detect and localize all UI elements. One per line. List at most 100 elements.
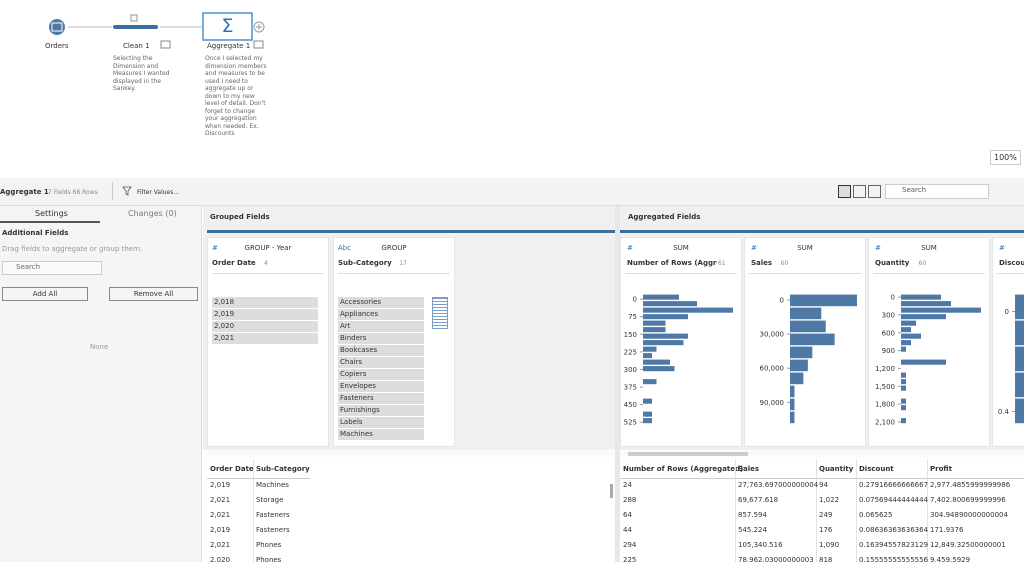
- table-cell: 7,402.800699999996: [930, 496, 1006, 504]
- node-label: Orders: [45, 42, 69, 50]
- y-tick-label: 225: [624, 348, 637, 356]
- y-tick-label: 900: [882, 347, 895, 355]
- histogram-bar: [901, 372, 906, 378]
- histogram-bar: [901, 294, 941, 300]
- clean-node[interactable]: [113, 25, 158, 29]
- tab[interactable]: Settings: [35, 209, 68, 218]
- column-divider: [253, 460, 254, 562]
- divider: [997, 273, 1024, 274]
- splitter[interactable]: [615, 206, 620, 562]
- flow-canvas: [49, 12, 265, 49]
- group-value: Fasteners: [338, 393, 424, 404]
- histogram-bar: [901, 333, 921, 339]
- node-label: Clean 1: [123, 42, 150, 50]
- clean-icon: [130, 14, 138, 22]
- histogram-bar: [643, 353, 652, 359]
- view-toggle[interactable]: [868, 185, 881, 198]
- field-search[interactable]: [2, 261, 102, 275]
- panel-heading: Additional Fields: [2, 229, 69, 237]
- histogram-bar: [643, 418, 652, 424]
- histogram-bar: [790, 411, 795, 424]
- button[interactable]: Remove All: [109, 287, 198, 301]
- histogram-bar: [790, 294, 857, 307]
- column-header: Number of Rows (Aggregated): [623, 465, 744, 473]
- y-tick-label: 1,800: [875, 401, 895, 409]
- histogram-bar: [643, 294, 679, 300]
- table-cell: Fasteners: [256, 526, 290, 534]
- table-cell: 2,021: [210, 541, 231, 549]
- scrollbar-thumb[interactable]: [628, 452, 748, 456]
- table-cell: Phones: [256, 541, 282, 549]
- aggregate-card: # SUM Sales 60 0 30,000 60,000 90,000: [744, 237, 866, 447]
- table-cell: 0.16394557823129: [859, 541, 929, 549]
- aggregate-node[interactable]: [202, 12, 253, 41]
- aggregate-card: #SUMDiscount6000.4: [992, 237, 1024, 447]
- histogram-bar: [790, 346, 813, 359]
- histogram-bar: [643, 346, 657, 352]
- histogram-bar: [901, 327, 911, 333]
- histogram-bar: [643, 327, 666, 333]
- table-cell: 176: [819, 526, 833, 534]
- histogram-bar: [901, 385, 906, 391]
- divider: [625, 273, 737, 274]
- group-value: Art: [338, 321, 424, 332]
- table-cell: 2,021: [210, 496, 231, 504]
- group-value: 2,019: [212, 309, 318, 320]
- table-cell: 1,090: [819, 541, 840, 549]
- group-value: 2,018: [212, 297, 318, 308]
- scrollbar-thumb[interactable]: [610, 484, 613, 498]
- y-tick-label: 525: [624, 419, 637, 427]
- filter-button[interactable]: Filter Values...: [137, 189, 180, 196]
- field-type: #: [875, 244, 881, 252]
- search-box[interactable]: [885, 184, 989, 199]
- field-count: 60: [780, 260, 789, 267]
- field-name: Sub-Category: [338, 259, 392, 267]
- aggregate-card: # SUM Number of Rows (Aggre...61 0 75 150 225 3…: [620, 237, 742, 447]
- view-toggle[interactable]: [853, 185, 866, 198]
- tab[interactable]: Changes (0): [128, 209, 177, 218]
- histogram-bar: [1015, 398, 1024, 424]
- table-cell: 12,849.32500000001: [930, 541, 1006, 549]
- add-step[interactable]: [253, 21, 265, 33]
- input-node[interactable]: [49, 19, 65, 35]
- table-cell: 0.07569444444444: [859, 496, 929, 504]
- button[interactable]: Add All: [2, 287, 88, 301]
- mini-scroll: [432, 297, 448, 329]
- histogram-bar: [901, 405, 906, 411]
- histogram-bar: [643, 359, 670, 365]
- histogram-bar: [1015, 372, 1024, 398]
- table-cell: 225: [623, 556, 637, 562]
- field-name: Number of Rows (Aggre...: [627, 259, 717, 267]
- y-tick-label: 150: [624, 331, 637, 339]
- y-tick-label: 375: [624, 383, 637, 391]
- table-cell: 105,340.516: [738, 541, 783, 549]
- y-tick-label: 30,000: [760, 331, 785, 339]
- table-cell: 249: [819, 511, 833, 519]
- table-cell: 1,022: [819, 496, 840, 504]
- divider: [112, 182, 113, 200]
- table-cell: Storage: [256, 496, 284, 504]
- histogram-bar: [790, 359, 808, 372]
- column-header: Profit: [930, 465, 952, 473]
- table-cell: 2,020: [210, 556, 231, 562]
- divider: [749, 273, 861, 274]
- step-name: Aggregate 1: [0, 188, 49, 196]
- table-cell: 2,019: [210, 481, 231, 489]
- histogram-bar: [790, 307, 822, 320]
- table-cell: 44: [623, 526, 632, 534]
- table-cell: 24: [623, 481, 632, 489]
- zoom-level[interactable]: 100%: [990, 150, 1021, 165]
- aggregation: SUM: [921, 244, 937, 252]
- section-title: Aggregated Fields: [628, 213, 701, 221]
- group-value: Accessories: [338, 297, 424, 308]
- histogram-bar: [643, 398, 652, 404]
- field-type: Abc: [338, 244, 352, 252]
- histogram-bar: [790, 398, 795, 411]
- y-tick-label: 1,200: [875, 365, 895, 373]
- column-header: Sub-Category: [256, 465, 310, 473]
- table-cell: Fasteners: [256, 511, 290, 519]
- table-cell: 171.9376: [930, 526, 964, 534]
- view-toggle[interactable]: [838, 185, 851, 198]
- table-cell: 304.94890000000004: [930, 511, 1008, 519]
